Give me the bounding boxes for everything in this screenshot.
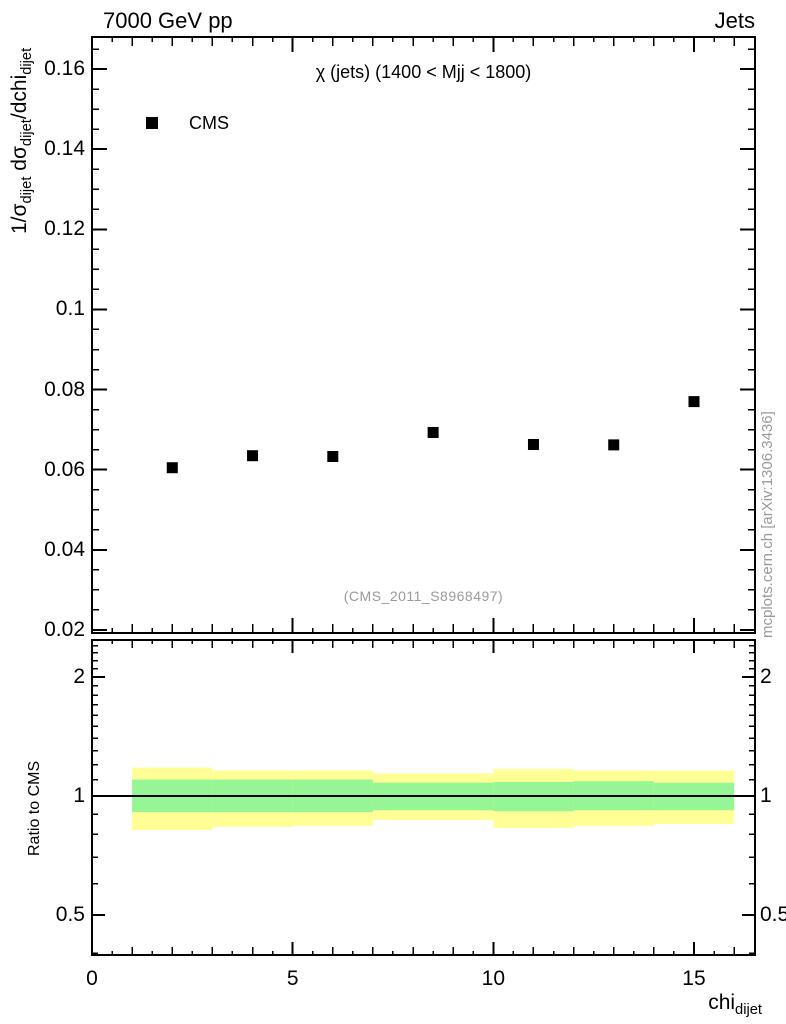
x-tick-label: 10 [481, 967, 505, 990]
ratio-y-tick-label: 1 [73, 783, 85, 807]
axis-title-subscript: dijet [19, 176, 36, 204]
legend: CMS [146, 112, 229, 134]
beam-energy-title: 7000 GeV pp [103, 8, 233, 33]
data-point-marker [166, 462, 178, 474]
data-point-marker [327, 451, 339, 463]
ratio-y-tick-label: 0.5 [55, 902, 85, 926]
ratio-y-tick-label: 2 [760, 664, 772, 688]
ratio-y-tick-label: 2 [73, 664, 85, 688]
analysis-group-title: Jets [714, 8, 755, 33]
axis-title-text: chi [708, 991, 736, 1014]
main-y-tick-label: 0.16 [44, 57, 85, 81]
ratio-y-tick-label: 0.5 [760, 902, 786, 926]
main-panel-frame [91, 36, 756, 634]
data-point-marker [427, 426, 439, 438]
x-tick-label: 15 [682, 967, 706, 990]
analysis-id-watermark: (CMS_2011_S8968497) [343, 588, 504, 604]
axis-title-subscript: dijet [735, 1002, 762, 1019]
x-tick-label: 5 [286, 967, 299, 990]
cms-data-marker-icon [146, 117, 158, 129]
ratio-y-tick-label: 1 [760, 783, 772, 807]
observable-title: χ (jets) (1400 < Mjj < 1800) [315, 62, 532, 82]
main-y-tick-label: 0.08 [44, 377, 85, 401]
data-point-marker [247, 450, 259, 462]
mcplots-attribution: mcplots.cern.ch [arXiv:1306.3436] [759, 411, 776, 638]
ratio-panel-frame [91, 639, 756, 956]
data-point-marker [608, 439, 620, 451]
main-y-tick-label: 0.06 [44, 457, 85, 481]
main-y-tick-label: 0.14 [44, 137, 85, 161]
data-point-marker [527, 438, 539, 450]
main-y-tick-label: 0.04 [44, 537, 85, 561]
ratio-y-axis-title: Ratio to CMS [26, 760, 43, 856]
x-axis-title: chidijet [495, 991, 762, 1018]
data-point-marker [688, 396, 700, 408]
legend-label-cms: CMS [189, 112, 229, 133]
main-y-tick-label: 0.02 [44, 617, 85, 641]
axis-title-text: /dchi [8, 74, 31, 120]
main-y-tick-label: 0.12 [44, 217, 85, 241]
main-y-tick-label: 0.1 [55, 297, 85, 321]
x-tick-label: 0 [86, 967, 98, 990]
